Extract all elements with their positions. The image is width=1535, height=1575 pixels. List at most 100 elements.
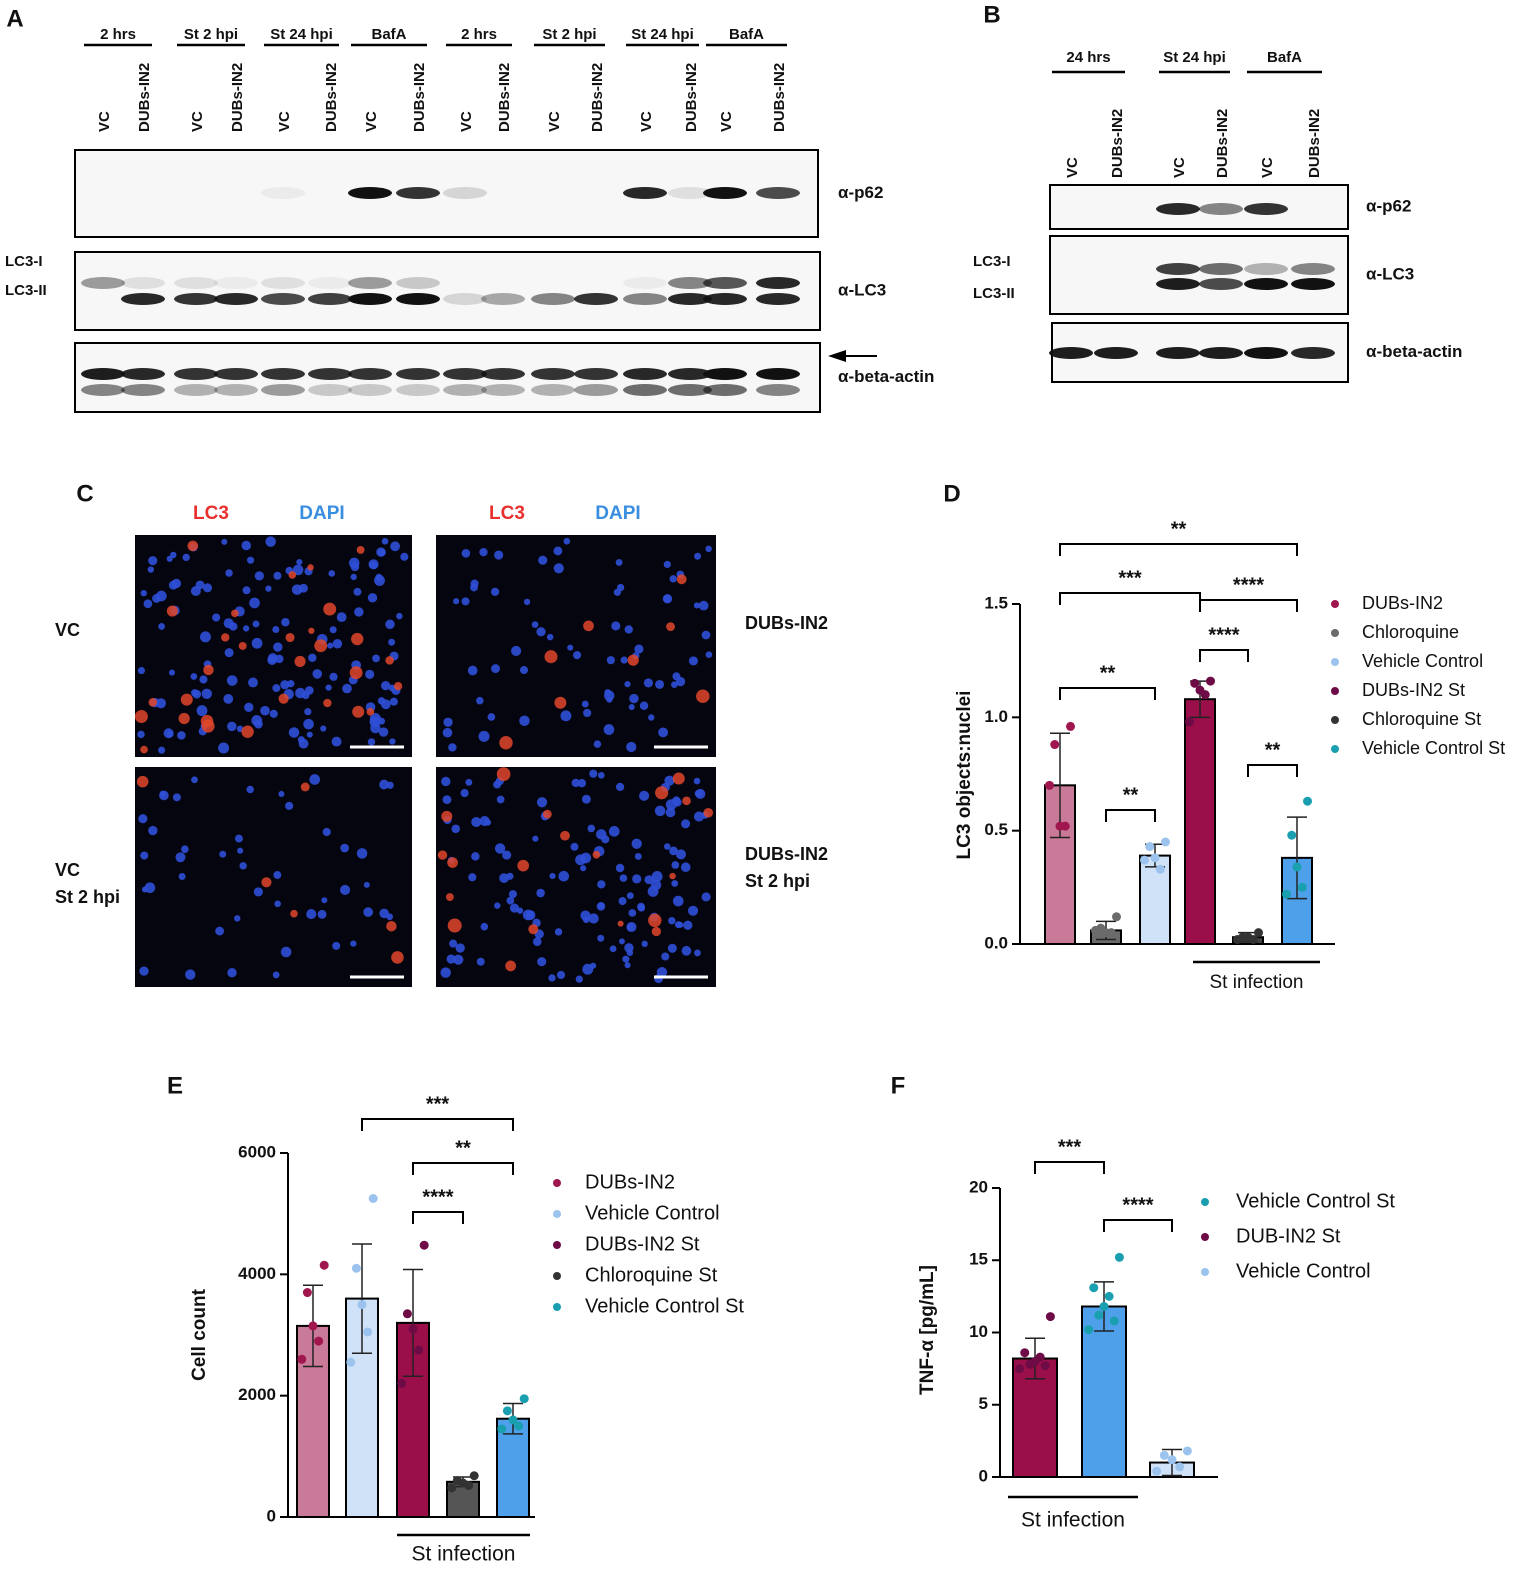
- nucleus: [175, 852, 186, 863]
- data-point: [1106, 928, 1116, 938]
- lc3-cell: [314, 639, 328, 653]
- nucleus: [705, 545, 712, 553]
- lc3-cell: [352, 705, 365, 718]
- nucleus: [287, 680, 295, 688]
- lc3-cell: [554, 696, 567, 709]
- y-tick-label: 1.0: [984, 707, 1008, 726]
- nucleus: [668, 917, 676, 925]
- nucleus: [693, 949, 701, 957]
- nucleus: [675, 676, 686, 687]
- significance-label: **: [1100, 662, 1116, 684]
- nucleus: [234, 834, 243, 843]
- nucleus: [687, 905, 699, 916]
- band: [261, 277, 305, 289]
- nucleus: [158, 746, 166, 754]
- nucleus: [613, 588, 622, 596]
- nucleus: [571, 778, 580, 788]
- band: [348, 293, 392, 305]
- lc3-cell: [544, 650, 558, 664]
- lc3-cell: [682, 796, 691, 806]
- nucleus: [573, 651, 582, 660]
- band: [81, 277, 125, 289]
- nucleus: [661, 952, 670, 961]
- condition-label: DUBs-IN2: [745, 844, 828, 864]
- error-bar: [403, 1268, 423, 1377]
- lc3-cell: [447, 857, 458, 868]
- lc3-cell: [517, 859, 530, 872]
- nucleus: [285, 801, 294, 810]
- data-point: [1152, 1466, 1162, 1476]
- significance-bracket: [1059, 592, 1201, 605]
- data-point: [1155, 864, 1165, 874]
- data-point: [1175, 1462, 1185, 1472]
- data-point: [1066, 721, 1075, 731]
- band: [261, 293, 305, 305]
- y-tick-label: 6000: [238, 1142, 276, 1161]
- nucleus: [223, 694, 234, 704]
- nucleus: [448, 743, 457, 752]
- nucleus: [369, 561, 378, 570]
- nucleus: [241, 540, 252, 551]
- significance-bracket: [1103, 1219, 1173, 1232]
- nucleus: [476, 696, 484, 705]
- significance-bracket: [1059, 543, 1298, 556]
- band: [1156, 263, 1200, 275]
- nucleus: [320, 725, 327, 732]
- nucleus: [372, 654, 380, 663]
- data-point: [1045, 780, 1054, 790]
- y-tick-label: 0.0: [984, 933, 1008, 952]
- band: [481, 384, 525, 396]
- lc3-cell: [441, 810, 453, 822]
- nucleus: [365, 669, 375, 679]
- lc3-cell: [583, 620, 594, 632]
- lane-label: VC: [189, 111, 206, 132]
- nucleus: [309, 774, 321, 785]
- band: [348, 368, 392, 380]
- nucleus: [701, 630, 711, 640]
- nucleus: [141, 886, 148, 893]
- nucleus: [381, 680, 391, 691]
- lc3-cell: [366, 707, 375, 716]
- lane-label: DUBs-IN2: [1214, 109, 1231, 178]
- y-tick-label: 0: [979, 1466, 988, 1485]
- nucleus: [468, 873, 477, 882]
- nucleus: [298, 738, 309, 749]
- nucleus: [253, 887, 263, 897]
- nucleus: [506, 896, 515, 905]
- nucleus: [531, 621, 539, 628]
- nucleus: [622, 955, 630, 963]
- significance-bracket: [1059, 687, 1156, 700]
- y-tick-label: 20: [969, 1177, 988, 1196]
- legend-label: DUBs-IN2: [1362, 593, 1443, 613]
- data-point: [1140, 855, 1149, 865]
- band: [121, 384, 165, 396]
- legend-label: Vehicle Control St: [1362, 738, 1505, 758]
- legend-marker: [1201, 1268, 1209, 1276]
- nucleus: [219, 850, 227, 858]
- band: [443, 293, 487, 305]
- nucleus: [467, 665, 478, 676]
- band: [308, 368, 352, 380]
- nucleus: [312, 669, 323, 679]
- condition-label: St 2 hpi: [55, 887, 120, 907]
- nucleus: [695, 788, 706, 799]
- data-point: [397, 1379, 407, 1389]
- nucleus: [340, 884, 351, 895]
- nucleus: [538, 555, 548, 565]
- nucleus: [332, 639, 343, 649]
- data-point: [1159, 1450, 1169, 1460]
- nucleus: [226, 675, 238, 686]
- band: [703, 384, 747, 396]
- nucleus: [237, 847, 244, 854]
- lc3-cell: [651, 926, 661, 937]
- y-tick-label: 10: [969, 1322, 988, 1341]
- group-header: 2 hrs: [100, 26, 136, 43]
- lc3-cell: [655, 786, 669, 800]
- band: [668, 293, 712, 305]
- band: [703, 368, 747, 380]
- nucleus: [280, 680, 290, 690]
- nucleus: [705, 651, 713, 658]
- nucleus: [295, 687, 306, 699]
